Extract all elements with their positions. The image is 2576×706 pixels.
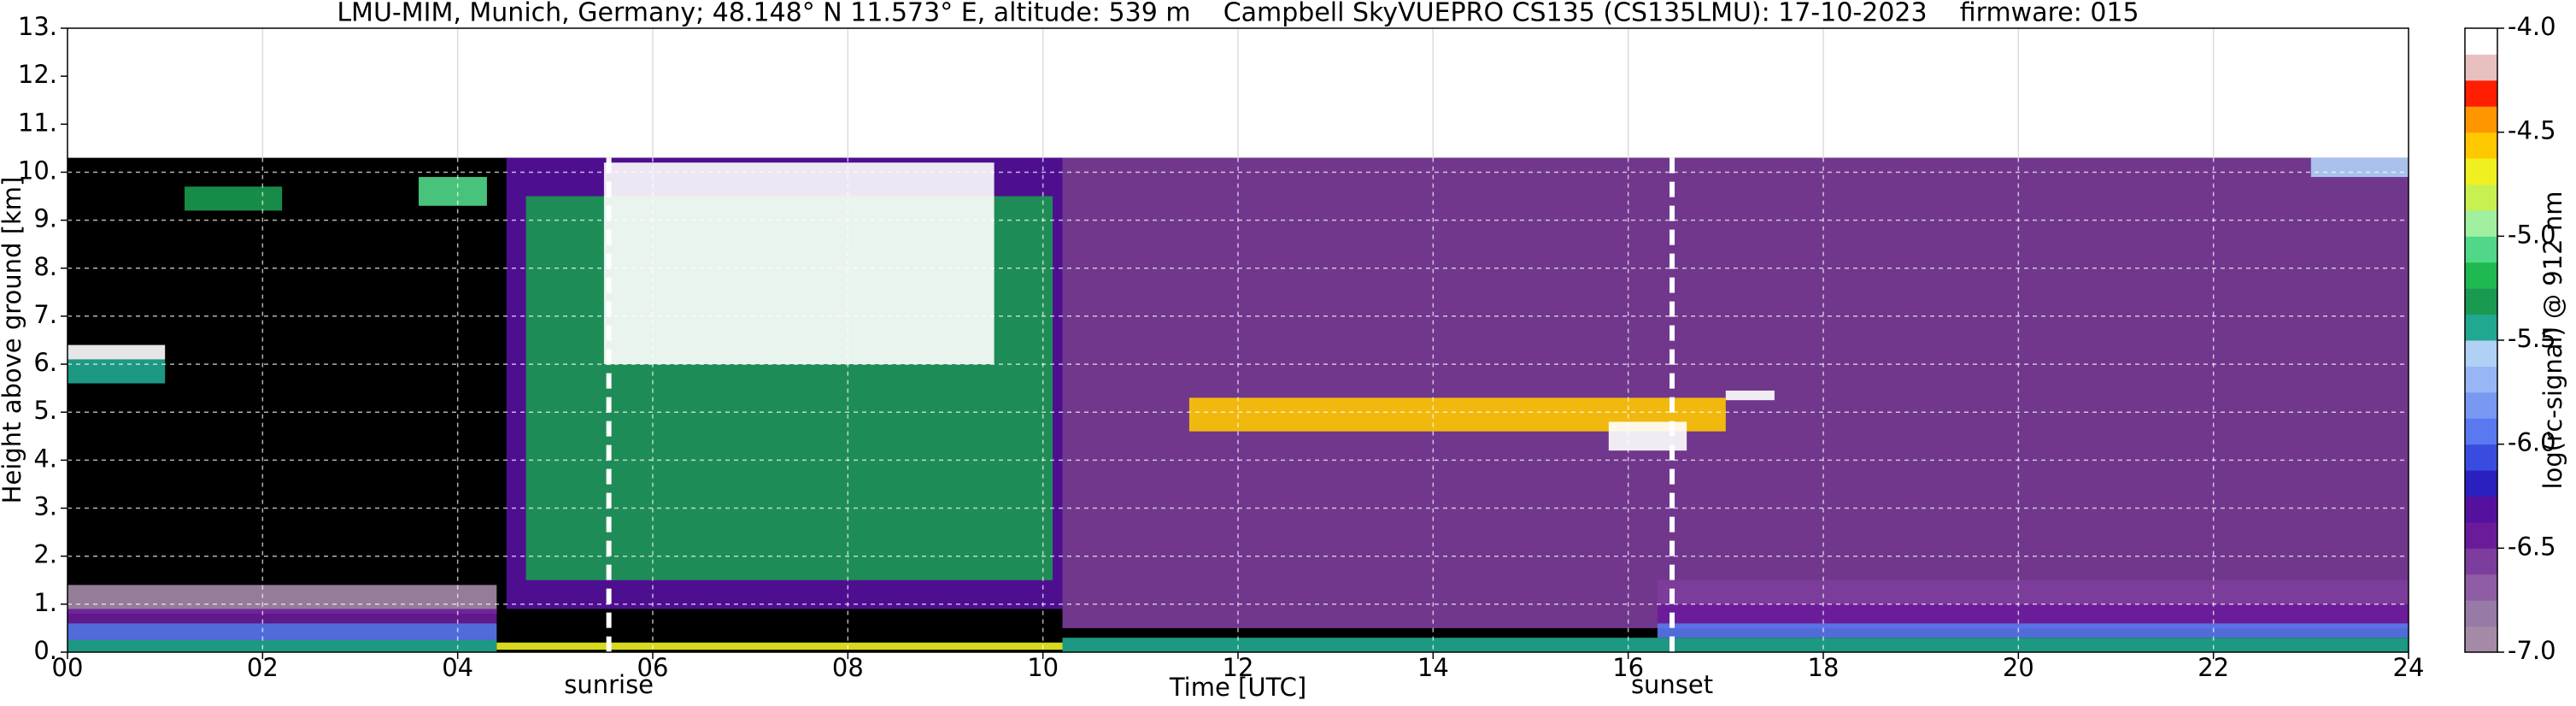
y-tick-label: 11. [18,108,57,137]
x-tick-label: 10 [1027,653,1059,682]
colorbar-tick-label: -6.0 [2508,428,2556,457]
signal-region [1657,580,2409,604]
signal-region [1657,623,2409,638]
chart-title: LMU-MIM, Munich, Germany; 48.148° N 11.5… [337,0,2139,28]
colorbar-swatch [2465,28,2497,55]
colorbar-swatch [2465,626,2497,653]
x-tick-label: 04 [442,653,473,682]
colorbar-swatch [2465,391,2497,419]
y-tick-label: 1. [33,588,57,617]
colorbar-swatch [2465,496,2497,523]
signal-region [1725,390,1775,401]
signal-region [603,162,995,365]
y-tick-label: 5. [33,396,57,425]
x-tick-label: 00 [52,653,84,682]
colorbar-swatch [2465,236,2497,263]
colorbar-swatch [2465,418,2497,445]
colorbar-swatch [2465,548,2497,575]
signal-region [1062,638,2409,652]
y-tick-label: 9. [33,204,57,233]
colorbar-swatch [2465,158,2497,185]
y-tick-label: 13. [18,12,57,41]
signal-region [67,359,166,384]
colorbar-swatch [2465,366,2497,393]
colorbar-tick-label: -4.0 [2508,12,2556,41]
y-tick-label: 0. [33,636,57,665]
x-tick-label: 24 [2393,653,2425,682]
y-tick-label: 2. [33,540,57,569]
x-tick-label: 02 [247,653,279,682]
x-tick-label: 18 [1808,653,1840,682]
colorbar-swatch [2465,521,2497,549]
x-tick-label: 20 [2003,653,2034,682]
y-tick-label: 12. [18,60,57,89]
y-tick-label: 3. [33,492,57,521]
x-tick-label: 22 [2198,653,2229,682]
y-tick-label: 6. [33,348,57,377]
colorbar-swatch [2465,600,2497,627]
y-axis-label: Height above ground [km] [0,177,26,504]
signal-region [67,623,497,640]
signal-region [419,177,487,206]
colorbar-swatch [2465,262,2497,289]
signal-region [496,642,1063,650]
colorbar-tick-label: -7.0 [2508,636,2556,665]
signal-region [67,609,497,624]
x-tick-label: 08 [832,653,864,682]
colorbar-swatch [2465,209,2497,237]
signal-region [1608,421,1687,451]
x-tick-label: 06 [637,653,669,682]
colorbar-swatch [2465,184,2497,211]
x-tick-label: 12 [1223,653,1254,682]
colorbar-swatch [2465,79,2497,107]
signal-region [67,639,497,652]
colorbar-swatch [2465,444,2497,471]
colorbar-swatch [2465,106,2497,133]
signal-region [67,344,166,360]
y-tick-label: 8. [33,252,57,281]
annotation-label: sunset [1631,670,1713,699]
signal-region [2310,157,2409,178]
annotation-label: sunrise [564,670,654,699]
colorbar-tick-label: -4.5 [2508,116,2556,145]
x-tick-label: 16 [1612,653,1644,682]
plot-frame [67,27,2409,653]
colorbar-label: log(rc-signal) @ 912 nm [2538,191,2567,490]
colorbar-swatch [2465,340,2497,367]
colorbar-tick-label: -6.5 [2508,532,2556,561]
signal-region [1657,603,2409,624]
colorbar-swatch [2465,470,2497,497]
x-axis-label: Time [UTC] [1169,673,1306,702]
colorbar-tick-label: -5.0 [2508,220,2556,249]
colorbar-swatch [2465,132,2497,159]
colorbar-swatch [2465,314,2497,341]
colorbar-swatch [2465,288,2497,315]
x-tick-label: 14 [1417,653,1449,682]
y-tick-label: 4. [33,444,57,473]
colorbar-swatch [2465,54,2497,81]
colorbar-swatch [2465,574,2497,601]
signal-region [185,186,283,211]
y-tick-label: 10. [18,156,57,185]
colorbar-tick-label: -5.5 [2508,324,2556,353]
y-tick-label: 7. [33,300,57,329]
